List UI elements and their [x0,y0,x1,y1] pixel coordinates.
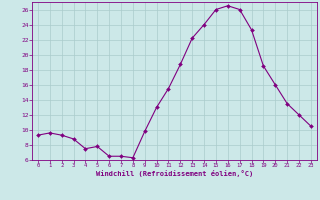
X-axis label: Windchill (Refroidissement éolien,°C): Windchill (Refroidissement éolien,°C) [96,170,253,177]
